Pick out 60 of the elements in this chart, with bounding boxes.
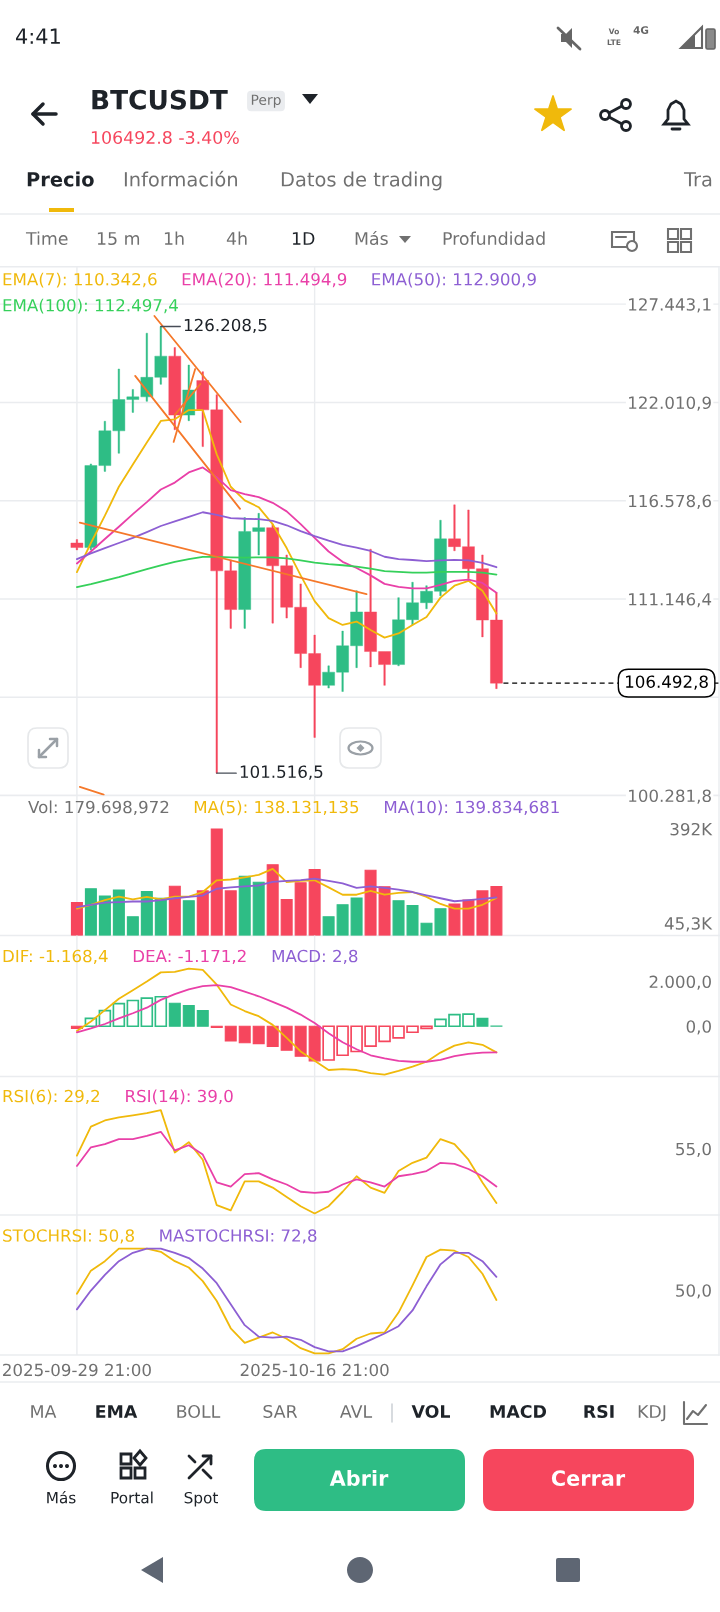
text: Información: [124, 170, 237, 187]
series-label: DEA: -1.171,2: [133, 949, 246, 965]
text: 4:41: [16, 28, 60, 44]
text: MA: [31, 1405, 57, 1418]
text: KDJ: [638, 1405, 666, 1422]
text: 4h: [226, 231, 247, 245]
text: EMA(100): 112.497,4: [3, 298, 178, 314]
text: Tra: [683, 172, 712, 187]
y-tick-label: 0,0: [686, 1020, 711, 1035]
text: MA(5): 138.131,135: [194, 800, 359, 816]
text: EMA(7): 110.342,6: [3, 272, 157, 288]
annotation: MACD: 2,8: [272, 949, 358, 965]
y-tick-label: 127.443,1: [629, 298, 711, 313]
text: Spot: [184, 1491, 218, 1507]
annotation: 101.516,5: [240, 765, 323, 780]
text: RSI: [584, 1404, 614, 1419]
y-tick-label: 122.010,9: [629, 396, 711, 411]
y-tick-label: 100.281,8: [629, 789, 711, 804]
legend-title: Vol: 179.698,972: [28, 800, 169, 816]
annotation: 55,0: [676, 1142, 711, 1158]
text: SAR: [263, 1404, 298, 1419]
y-tick-label: 111.146,4: [629, 592, 712, 608]
x-tick-label: 2025-10-16 21:00: [240, 1363, 389, 1377]
text: MACD: [490, 1404, 547, 1419]
ref-line-label: 106.492,8: [626, 675, 708, 690]
text: 1h: [164, 231, 184, 245]
text: BOLL: [177, 1404, 221, 1419]
text: EMA(50): 112.900,9: [372, 272, 536, 288]
text: Más: [355, 230, 388, 246]
text: Portal: [111, 1491, 153, 1504]
series-label: STOCHRSI: 50,8: [3, 1229, 135, 1244]
x-tick-label: 2025-09-29 21:00: [3, 1363, 151, 1377]
text: Precio: [27, 171, 94, 187]
text: AVL: [339, 1405, 373, 1418]
text: RSI(14): 39,0: [126, 1089, 233, 1105]
text: DIF: -1.168,4: [3, 949, 108, 965]
text: Perp: [251, 94, 281, 108]
text: Cerrar: [551, 1470, 626, 1487]
text: 106492.8 -3.40%: [91, 130, 239, 145]
text: 4G: [633, 26, 649, 35]
text: BTCUSDT: [92, 89, 228, 110]
text: Datos de trading: [281, 171, 442, 191]
series-label: MASTOCHRSI: 72,8: [160, 1229, 317, 1244]
text: VOL: [411, 1404, 450, 1419]
text: 1D: [292, 232, 315, 245]
annotation: 126.208,5: [184, 318, 267, 334]
text: Profundidad: [443, 231, 545, 246]
text: Abrir: [329, 1469, 389, 1487]
text: EMA(20): 111.494,9: [182, 272, 347, 288]
y-tick-label: 2.000,0: [649, 975, 711, 990]
text: Time: [25, 231, 68, 246]
text: 15 m: [97, 232, 140, 246]
y-tick-label: 45,3K: [664, 917, 713, 932]
text: MA(10): 139.834,681: [385, 800, 559, 816]
text: Más: [47, 1491, 76, 1504]
y-tick-label: 392K: [670, 822, 713, 836]
annotation: 50,0: [676, 1284, 711, 1299]
series-label: RSI(6): 29,2: [3, 1089, 100, 1105]
y-tick-label: 116.578,6: [629, 494, 712, 509]
text: EMA: [96, 1405, 138, 1418]
